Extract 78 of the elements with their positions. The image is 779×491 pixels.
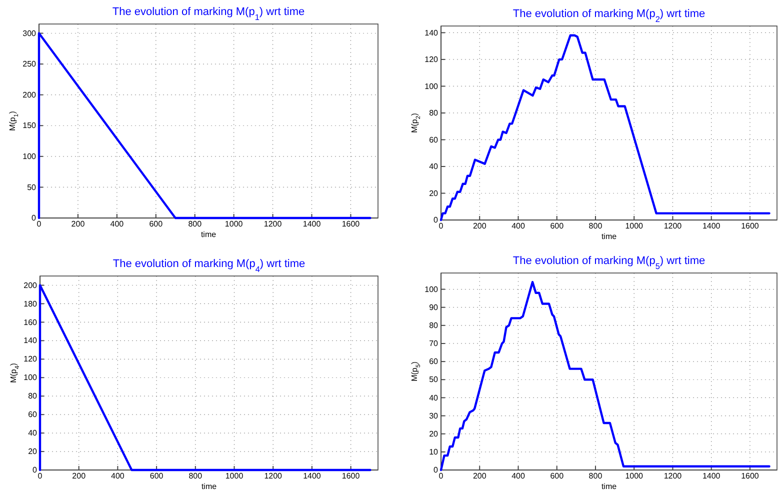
x-tick-label: 400	[111, 472, 125, 481]
x-tick-label: 600	[149, 220, 164, 229]
y-tick-label: 200	[24, 280, 38, 290]
x-tick-label: 1400	[702, 472, 721, 481]
x-tick-label: 800	[188, 220, 202, 229]
y-tick-label: 20	[429, 429, 439, 438]
y-tick-label: 50	[27, 182, 37, 192]
x-tick-label: 600	[550, 222, 564, 231]
x-axis-title: time	[601, 232, 618, 241]
x-tick-label: 600	[150, 472, 164, 481]
x-tick-label: 200	[72, 472, 86, 481]
x-axis-title: time	[201, 482, 218, 491]
y-tick-label: 200	[22, 90, 37, 100]
y-tick-label: 100	[24, 373, 38, 382]
x-tick-label: 1400	[303, 472, 322, 481]
x-tick-label: 800	[588, 472, 603, 481]
chart-title: The evolution of marking M(p$_{1}$) wrt time	[112, 6, 305, 22]
y-tick-label: 0	[32, 214, 37, 223]
x-tick-label: 200	[472, 472, 487, 481]
y-tick-label: 80	[28, 392, 38, 401]
y-tick-label: 160	[24, 318, 38, 327]
y-tick-label: 140	[424, 28, 439, 38]
x-axis-title: time	[200, 230, 217, 239]
chart-title: The evolution of marking M(p$_{5}$) wrt time	[512, 255, 706, 270]
x-tick-label: 1400	[302, 220, 322, 229]
y-tick-label: 80	[429, 108, 439, 118]
y-tick-label: 30	[429, 411, 439, 420]
y-tick-label: 180	[24, 299, 38, 308]
x-tick-label: 1000	[625, 222, 644, 231]
y-tick-label: 20	[28, 447, 38, 456]
x-tick-label: 1600	[741, 472, 760, 481]
line-series	[440, 34, 770, 222]
x-tick-label: 1600	[342, 472, 360, 481]
x-axis-title: time	[601, 482, 618, 491]
y-tick-label: 40	[429, 393, 439, 402]
y-tick-label: 70	[429, 339, 439, 348]
y-tick-label: 120	[424, 55, 439, 64]
y-tick-label: 10	[429, 447, 439, 456]
y-tick-label: 300	[22, 28, 37, 38]
y-tick-label: 60	[429, 135, 439, 144]
x-tick-label: 400	[512, 222, 526, 231]
x-tick-label: 1000	[225, 472, 244, 481]
x-tick-label: 800	[588, 222, 603, 231]
line-series	[440, 280, 770, 472]
y-tick-label: 40	[429, 162, 439, 172]
y-tick-label: 250	[22, 60, 37, 69]
x-tick-label: 1200	[264, 220, 282, 229]
y-tick-label: 150	[22, 121, 37, 130]
y-tick-label: 90	[429, 302, 439, 312]
y-tick-label: 40	[28, 428, 38, 438]
y-tick-label: 100	[424, 284, 439, 294]
x-tick-label: 400	[110, 220, 124, 229]
x-tick-label: 1200	[664, 472, 682, 481]
y-tick-label: 120	[24, 354, 38, 364]
x-tick-label: 1400	[702, 222, 721, 231]
x-tick-label: 1600	[741, 222, 760, 231]
x-tick-label: 200	[71, 220, 86, 229]
y-tick-label: 0	[434, 466, 439, 475]
x-tick-label: 1200	[664, 222, 682, 231]
y-tick-label: 80	[429, 320, 439, 330]
y-tick-label: 50	[429, 375, 439, 384]
x-tick-label: 600	[550, 472, 564, 481]
x-tick-label: 1000	[224, 220, 244, 229]
y-tick-label: 20	[429, 188, 439, 198]
x-tick-label: 800	[188, 472, 203, 481]
x-tick-label: 1600	[342, 220, 360, 229]
x-tick-label: 1000	[625, 472, 644, 481]
x-tick-label: 400	[512, 472, 526, 481]
y-tick-label: 100	[424, 82, 439, 91]
x-tick-label: 200	[472, 222, 487, 231]
y-tick-label: 60	[28, 410, 38, 420]
y-tick-label: 0	[32, 466, 38, 475]
chart-title: The evolution of marking M(p$_{4}$) wrt time	[112, 258, 306, 274]
y-tick-label: 140	[24, 336, 38, 346]
y-tick-label: 100	[22, 152, 37, 161]
chart-title: The evolution of marking M(p$_{2}$) wrt time	[512, 8, 706, 24]
x-tick-label: 1200	[264, 472, 283, 481]
y-tick-label: 60	[429, 357, 439, 366]
